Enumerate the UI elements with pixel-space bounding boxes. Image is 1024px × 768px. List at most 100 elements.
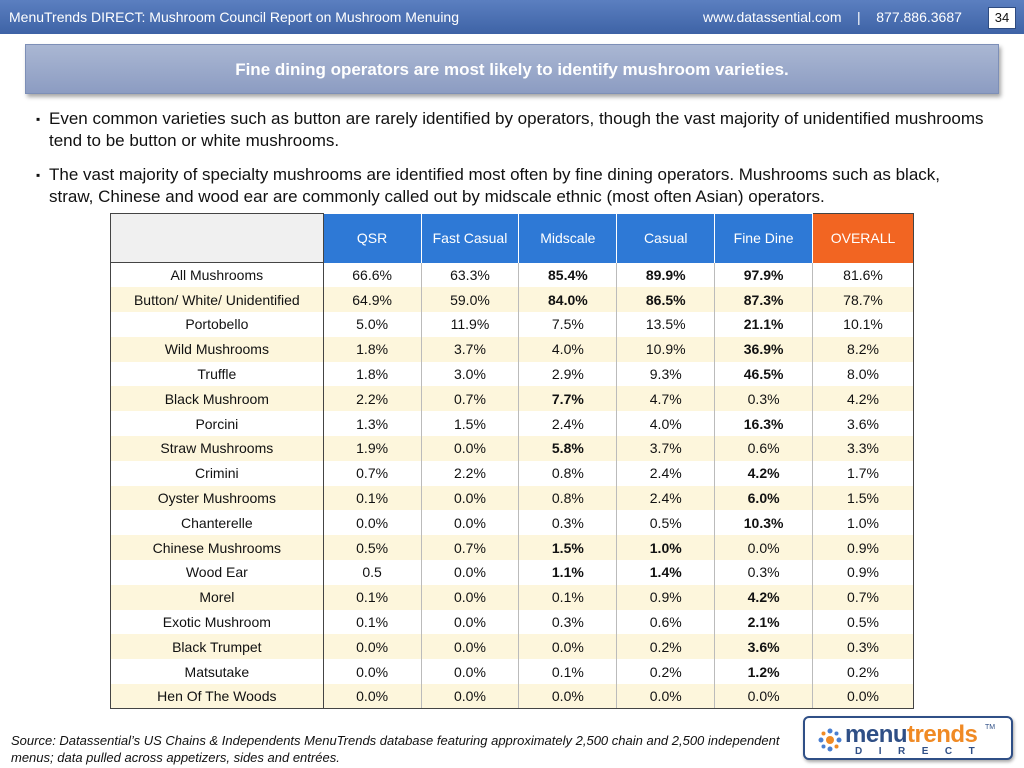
table-cell: 0.5% bbox=[616, 510, 716, 536]
menutrends-logo: menutrends TM DIRECT bbox=[803, 716, 1013, 760]
table-cell: 0.0% bbox=[421, 510, 520, 536]
table-cell: 0.3% bbox=[714, 386, 814, 412]
column-header-qsr: QSR bbox=[323, 213, 422, 263]
table-cell: 89.9% bbox=[616, 262, 716, 288]
table-body: All Mushrooms 66.6% 63.3% 85.4% 89.9% 97.9% 81… bbox=[110, 262, 914, 710]
table-cell: 8.2% bbox=[812, 336, 914, 362]
table-cell: 0.0% bbox=[323, 684, 422, 710]
table-cell: 1.4% bbox=[616, 560, 716, 585]
table-row: Porcini 1.3% 1.5% 2.4% 4.0% 16.3% 3.6% bbox=[110, 411, 914, 437]
table-cell: 81.6% bbox=[812, 262, 914, 288]
table-cell: 1.5% bbox=[518, 535, 618, 561]
table-cell: 1.8% bbox=[323, 361, 422, 387]
table-cell: 4.2% bbox=[812, 386, 914, 412]
table-cell: 0.0% bbox=[421, 659, 520, 685]
table-cell: 5.8% bbox=[518, 436, 618, 461]
table-cell: 2.2% bbox=[323, 386, 422, 412]
table-row: Straw Mushrooms 1.9% 0.0% 5.8% 3.7% 0.6% 3.3% bbox=[110, 436, 914, 461]
table-cell: 0.0% bbox=[421, 634, 520, 660]
table-cell: 11.9% bbox=[421, 312, 520, 337]
table-cell: 0.9% bbox=[812, 535, 914, 561]
row-label: Oyster Mushrooms bbox=[110, 485, 324, 511]
mushroom-identification-table: QSR Fast Casual Midscale Casual Fine Din… bbox=[110, 213, 914, 710]
table-cell: 4.7% bbox=[616, 386, 716, 412]
menutrends-logo-icon bbox=[818, 728, 842, 752]
table-cell: 1.3% bbox=[323, 411, 422, 437]
table-cell: 0.0% bbox=[421, 609, 520, 635]
logo-trademark: TM bbox=[985, 724, 996, 731]
table-row: Black Mushroom 2.2% 0.7% 7.7% 4.7% 0.3% 4.2% bbox=[110, 386, 914, 412]
row-label: Black Trumpet bbox=[110, 634, 324, 660]
table-cell: 0.1% bbox=[323, 609, 422, 635]
bullet-text: The vast majority of specialty mushrooms… bbox=[49, 165, 941, 206]
table-cell: 0.2% bbox=[812, 659, 914, 685]
table-cell: 0.7% bbox=[812, 584, 914, 610]
table-cell: 1.0% bbox=[812, 510, 914, 536]
row-label: Truffle bbox=[110, 361, 324, 387]
table-cell: 0.0% bbox=[518, 684, 618, 710]
table-cell: 97.9% bbox=[714, 262, 814, 288]
logo-subtitle: DIRECT bbox=[855, 746, 992, 757]
bullet-item: ▪ The vast majority of specialty mushroo… bbox=[36, 164, 986, 208]
table-cell: 2.4% bbox=[616, 460, 716, 486]
report-title: MenuTrends DIRECT: Mushroom Council Repo… bbox=[9, 9, 459, 25]
bullet-item: ▪ Even common varieties such as button a… bbox=[36, 108, 986, 152]
table-cell: 7.5% bbox=[518, 312, 618, 337]
table-cell: 10.9% bbox=[616, 336, 716, 362]
table-cell: 8.0% bbox=[812, 361, 914, 387]
table-cell: 1.9% bbox=[323, 436, 422, 461]
bullet-marker: ▪ bbox=[36, 168, 41, 182]
table-cell: 3.6% bbox=[812, 411, 914, 437]
table-cell: 85.4% bbox=[518, 262, 618, 288]
table-cell: 0.1% bbox=[518, 659, 618, 685]
table-cell: 0.2% bbox=[616, 634, 716, 660]
column-header-midscale: Midscale bbox=[518, 213, 618, 263]
table-cell: 0.5% bbox=[812, 609, 914, 635]
table-cell: 0.1% bbox=[323, 584, 422, 610]
table-cell: 84.0% bbox=[518, 287, 618, 313]
table-cell: 10.3% bbox=[714, 510, 814, 536]
table-row: Morel 0.1% 0.0% 0.1% 0.9% 4.2% 0.7% bbox=[110, 584, 914, 610]
table-cell: 0.0% bbox=[714, 684, 814, 710]
table-cell: 0.7% bbox=[323, 460, 422, 486]
table-cell: 0.0% bbox=[518, 634, 618, 660]
table-cell: 0.8% bbox=[518, 485, 618, 511]
bullet-list: ▪ Even common varieties such as button a… bbox=[36, 108, 986, 220]
table-cell: 3.7% bbox=[421, 336, 520, 362]
table-cell: 0.0% bbox=[421, 684, 520, 710]
table-row: Oyster Mushrooms 0.1% 0.0% 0.8% 2.4% 6.0% 1.5% bbox=[110, 485, 914, 511]
table-row: Truffle 1.8% 3.0% 2.9% 9.3% 46.5% 8.0% bbox=[110, 361, 914, 387]
row-label: Exotic Mushroom bbox=[110, 609, 324, 635]
row-label: Straw Mushrooms bbox=[110, 436, 324, 461]
column-header-overall: OVERALL bbox=[812, 213, 914, 263]
table-cell: 3.6% bbox=[714, 634, 814, 660]
table-cell: 0.7% bbox=[421, 535, 520, 561]
table-cell: 0.3% bbox=[714, 560, 814, 585]
table-cell: 1.2% bbox=[714, 659, 814, 685]
table-cell: 5.0% bbox=[323, 312, 422, 337]
table-cell: 0.3% bbox=[812, 634, 914, 660]
table-cell: 0.0% bbox=[812, 684, 914, 710]
table-cell: 0.0% bbox=[616, 684, 716, 710]
table-cell: 0.5 bbox=[323, 560, 422, 585]
table-cell: 4.2% bbox=[714, 460, 814, 486]
table-cell: 0.0% bbox=[421, 485, 520, 511]
table-cell: 2.9% bbox=[518, 361, 618, 387]
table-cell: 78.7% bbox=[812, 287, 914, 313]
table-cell: 10.1% bbox=[812, 312, 914, 337]
table-cell: 2.4% bbox=[518, 411, 618, 437]
table-cell: 0.0% bbox=[714, 535, 814, 561]
table-cell: 0.5% bbox=[323, 535, 422, 561]
table-cell: 9.3% bbox=[616, 361, 716, 387]
table-cell: 4.0% bbox=[616, 411, 716, 437]
table-cell: 59.0% bbox=[421, 287, 520, 313]
table-cell: 66.6% bbox=[323, 262, 422, 288]
table-row: Wild Mushrooms 1.8% 3.7% 4.0% 10.9% 36.9% 8.2% bbox=[110, 336, 914, 362]
table-cell: 0.1% bbox=[323, 485, 422, 511]
table-cell: 2.2% bbox=[421, 460, 520, 486]
table-row: Button/ White/ Unidentified 64.9% 59.0% 84.… bbox=[110, 287, 914, 313]
table-cell: 0.3% bbox=[518, 609, 618, 635]
table-cell: 0.0% bbox=[421, 436, 520, 461]
table-cell: 0.2% bbox=[616, 659, 716, 685]
row-label: Chanterelle bbox=[110, 510, 324, 536]
